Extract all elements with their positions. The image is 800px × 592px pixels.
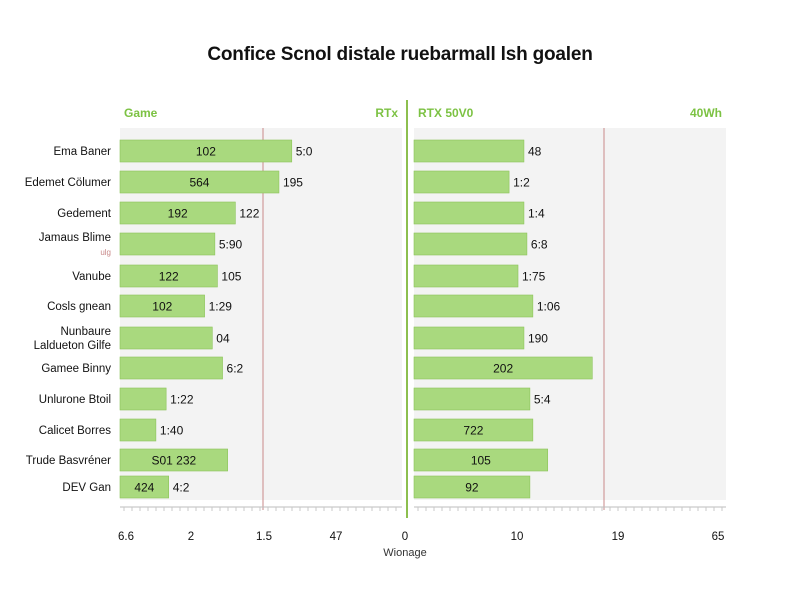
category-label: Jamaus Blime — [39, 232, 111, 244]
category-label: DEV Gan — [62, 482, 111, 494]
bar — [413, 387, 531, 411]
bar-value-label: 564 — [189, 176, 209, 190]
bar — [119, 294, 205, 318]
bar-value-label: 105 — [471, 454, 491, 468]
bar — [119, 139, 293, 163]
bar-value-label: 1:22 — [170, 393, 194, 407]
bar — [413, 326, 525, 350]
bar-value-label: 92 — [465, 481, 479, 495]
category-label: ulg — [100, 248, 111, 257]
panel-header-left: Game — [124, 106, 158, 120]
bar — [413, 294, 534, 318]
bar-value-label: 192 — [168, 207, 188, 221]
category-label: Unlurone Btoil — [39, 394, 111, 406]
bar — [119, 475, 170, 499]
category-label: Nunbaure — [60, 326, 111, 338]
bar-value-label: S01 232 — [151, 454, 196, 468]
bar — [413, 139, 525, 163]
bar-value-label: 1:75 — [522, 270, 546, 284]
bar-value-label: 04 — [216, 332, 230, 346]
bar-value-label: 102 — [152, 300, 172, 314]
bar — [413, 232, 528, 256]
x-tick-label: 1.5 — [256, 531, 272, 543]
bar — [119, 232, 216, 256]
bar — [413, 264, 519, 288]
bar-value-label: 5:90 — [219, 238, 243, 252]
bar-value-label: 48 — [528, 145, 542, 159]
category-label: Edemet Cölumer — [25, 177, 111, 189]
bar — [119, 264, 218, 288]
x-axis-label: Wionage — [383, 547, 426, 559]
bar — [119, 448, 228, 472]
bar — [119, 356, 223, 380]
x-tick-label: 6.6 — [118, 531, 134, 543]
bar — [119, 326, 213, 350]
bar — [119, 418, 157, 442]
category-label: Trude Basvréner — [26, 455, 111, 467]
category-label: Gedement — [57, 208, 112, 220]
x-tick-label: 47 — [330, 531, 343, 543]
bar — [413, 448, 549, 472]
x-tick-label: 2 — [188, 531, 194, 543]
bar — [119, 387, 167, 411]
category-label: Cosls gnean — [47, 301, 111, 313]
x-tick-label: 19 — [612, 531, 625, 543]
bar-value-label: 1:2 — [513, 176, 530, 190]
bar-value-label: 1:06 — [537, 300, 561, 314]
bar-value-label: 5:0 — [296, 145, 313, 159]
bar-value-label: 122 — [239, 207, 259, 221]
bar-value-label: 5:4 — [534, 393, 551, 407]
bar-value-label: 6:8 — [531, 238, 548, 252]
bar-value-label: 1:29 — [209, 300, 233, 314]
bar — [413, 418, 534, 442]
bar-value-label: 102 — [196, 145, 216, 159]
bar-value-label: 202 — [493, 362, 513, 376]
panel-header-right: 40Wh — [690, 106, 722, 120]
category-label: Vanube — [72, 271, 111, 283]
bar-value-label: 424 — [134, 481, 154, 495]
bar — [413, 170, 510, 194]
x-tick-label: 10 — [511, 531, 524, 543]
category-label: Calicet Borres — [39, 425, 111, 437]
x-tick-label: 65 — [712, 531, 725, 543]
bar-value-label: 4:2 — [173, 481, 190, 495]
bar-value-label: 105 — [221, 270, 241, 284]
bar-value-label: 195 — [283, 176, 303, 190]
bar — [413, 356, 593, 380]
x-tick-label: 0 — [402, 531, 408, 543]
bar — [413, 201, 525, 225]
category-label: Laldueton Gilfe — [34, 340, 111, 352]
bar-value-label: 1:40 — [160, 424, 184, 438]
category-label: Gamee Binny — [41, 363, 111, 375]
bar — [119, 170, 280, 194]
panel-header-right: RTx — [375, 106, 398, 120]
chart-title: Confice Scnol distale ruebarmall lsh goa… — [207, 44, 593, 65]
bar-value-label: 6:2 — [227, 362, 244, 376]
category-label: Ema Baner — [53, 146, 111, 158]
bar — [413, 475, 531, 499]
bar — [119, 201, 236, 225]
bar-value-label: 122 — [159, 270, 179, 284]
panel-header-left: RTX 50V0 — [418, 106, 474, 120]
bar-value-label: 722 — [463, 424, 483, 438]
bar-value-label: 190 — [528, 332, 548, 346]
bar-value-label: 1:4 — [528, 207, 545, 221]
